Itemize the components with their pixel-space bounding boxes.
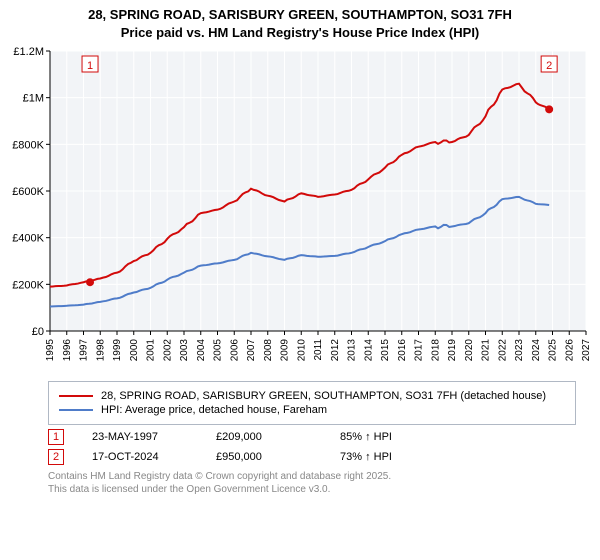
svg-text:2023: 2023 [514,339,525,362]
svg-text:2014: 2014 [363,339,374,362]
svg-text:2003: 2003 [179,339,190,362]
svg-text:£1M: £1M [23,93,44,105]
svg-text:2020: 2020 [464,339,475,362]
svg-text:2022: 2022 [497,339,508,362]
svg-text:2007: 2007 [246,339,257,362]
svg-text:2006: 2006 [229,339,240,362]
svg-text:2016: 2016 [397,339,408,362]
chart-area: £0 £200K £400K £600K £800K £1M £1.2M 1995 1996 19… [4,45,596,375]
svg-text:2013: 2013 [347,339,358,362]
legend-label: HPI: Average price, detached house, Fare… [101,404,327,416]
row-badge: 2 [48,449,64,465]
attribution: Contains HM Land Registry data © Crown c… [48,471,576,496]
table-row: 1 23-MAY-1997 £209,000 85% ↑ HPI [48,429,576,445]
svg-text:2027: 2027 [581,339,592,362]
svg-text:1999: 1999 [112,339,123,362]
svg-text:2001: 2001 [146,339,157,362]
svg-text:1: 1 [87,60,93,72]
svg-text:2017: 2017 [414,339,425,362]
svg-text:2011: 2011 [313,339,324,361]
svg-text:2018: 2018 [430,339,441,362]
chart-title: 28, SPRING ROAD, SARISBURY GREEN, SOUTHA… [4,4,596,45]
title-line1: 28, SPRING ROAD, SARISBURY GREEN, SOUTHA… [4,6,596,24]
svg-text:£800K: £800K [12,139,44,151]
svg-text:2026: 2026 [564,339,575,362]
legend-item: 28, SPRING ROAD, SARISBURY GREEN, SOUTHA… [59,390,565,402]
svg-text:2005: 2005 [213,339,224,362]
row-date: 23-MAY-1997 [92,431,188,443]
svg-text:2009: 2009 [280,339,291,362]
svg-text:2025: 2025 [548,339,559,362]
legend-swatch [59,409,93,411]
row-price: £950,000 [216,451,312,463]
svg-text:£200K: £200K [12,279,44,291]
svg-text:1996: 1996 [62,339,73,362]
svg-text:£1.2M: £1.2M [13,46,44,58]
svg-text:2000: 2000 [129,339,140,362]
row-pct: 85% ↑ HPI [340,431,436,443]
svg-text:2012: 2012 [330,339,341,362]
svg-text:£400K: £400K [12,233,44,245]
svg-text:2024: 2024 [531,339,542,362]
svg-text:2019: 2019 [447,339,458,362]
title-line2: Price paid vs. HM Land Registry's House … [4,24,596,42]
svg-text:1997: 1997 [79,339,90,362]
svg-text:£600K: £600K [12,186,44,198]
svg-text:2015: 2015 [380,339,391,362]
svg-text:2: 2 [546,60,552,72]
footer-line1: Contains HM Land Registry data © Crown c… [48,471,576,484]
footer-line2: This data is licensed under the Open Gov… [48,484,576,497]
row-badge: 1 [48,429,64,445]
legend: 28, SPRING ROAD, SARISBURY GREEN, SOUTHA… [48,381,576,425]
svg-text:2021: 2021 [481,339,492,362]
svg-text:2008: 2008 [263,339,274,362]
transactions-table: 1 23-MAY-1997 £209,000 85% ↑ HPI 2 17-OC… [48,429,576,465]
legend-swatch [59,395,93,397]
legend-label: 28, SPRING ROAD, SARISBURY GREEN, SOUTHA… [101,390,546,402]
table-row: 2 17-OCT-2024 £950,000 73% ↑ HPI [48,449,576,465]
row-pct: 73% ↑ HPI [340,451,436,463]
line-chart-svg: £0 £200K £400K £600K £800K £1M £1.2M 1995 1996 19… [4,45,596,375]
svg-text:2010: 2010 [296,339,307,362]
svg-text:2004: 2004 [196,339,207,362]
svg-text:£0: £0 [32,326,44,338]
row-date: 17-OCT-2024 [92,451,188,463]
row-price: £209,000 [216,431,312,443]
svg-text:1998: 1998 [95,339,106,362]
svg-text:2002: 2002 [162,339,173,362]
legend-item: HPI: Average price, detached house, Fare… [59,404,565,416]
svg-text:1995: 1995 [45,339,56,362]
